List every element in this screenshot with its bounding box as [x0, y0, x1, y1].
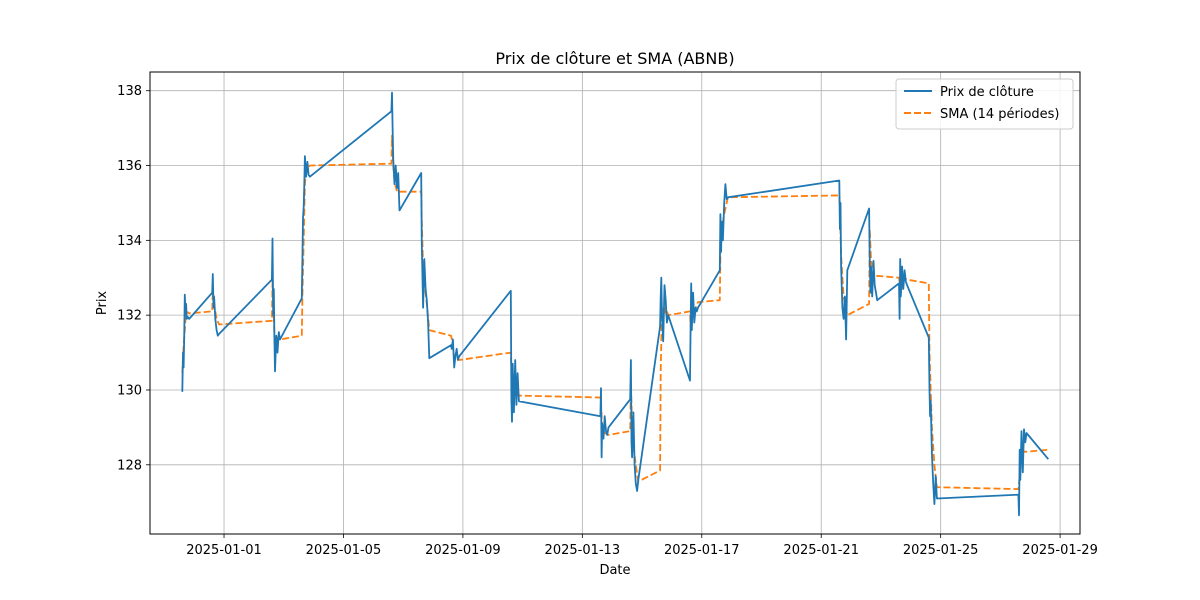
- y-tick-label: 134: [117, 234, 142, 249]
- x-tick-label: 2025-01-29: [1022, 543, 1098, 558]
- legend: Prix de clôture SMA (14 périodes): [895, 78, 1074, 130]
- y-axis: 128 130 132 134 136 138: [117, 84, 150, 473]
- x-tick-label: 2025-01-13: [545, 543, 621, 558]
- y-tick-label: 128: [117, 458, 142, 473]
- y-tick-label: 132: [117, 309, 142, 324]
- chart-title: Prix de clôture et SMA (ABNB): [495, 49, 734, 68]
- legend-box: [895, 78, 1074, 130]
- x-tick-label: 2025-01-17: [664, 543, 740, 558]
- close-price-line: [181, 91, 1049, 517]
- x-tick-label: 2025-01-09: [425, 543, 501, 558]
- y-axis-label: Prix: [95, 291, 110, 316]
- legend-label-close: Prix de clôture: [940, 85, 1034, 100]
- x-axis: 2025-01-01 2025-01-05 2025-01-09 2025-01-13…: [186, 534, 1098, 558]
- series-layer: [181, 91, 1049, 517]
- x-tick-label: 2025-01-05: [306, 543, 382, 558]
- sma-line: [181, 134, 1049, 490]
- x-tick-label: 2025-01-25: [903, 543, 979, 558]
- y-tick-label: 136: [117, 159, 142, 174]
- x-axis-label: Date: [599, 563, 630, 578]
- plot-frame: [149, 71, 1081, 535]
- grid: [150, 72, 1080, 534]
- y-tick-label: 138: [117, 84, 142, 99]
- x-tick-label: 2025-01-01: [186, 543, 262, 558]
- y-tick-label: 130: [117, 383, 142, 398]
- x-tick-label: 2025-01-21: [783, 543, 859, 558]
- legend-label-sma: SMA (14 périodes): [940, 107, 1060, 122]
